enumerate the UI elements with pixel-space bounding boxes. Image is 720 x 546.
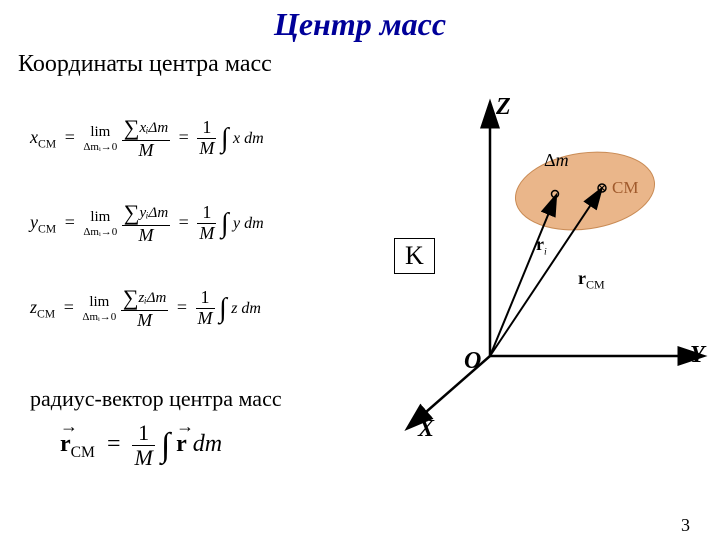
label-cm: CM <box>612 178 638 198</box>
vector-ri <box>490 198 555 356</box>
label-y: Y <box>690 342 705 369</box>
label-rcm: rCM <box>578 268 605 293</box>
eq-xcm: xCM = limΔmᵢ→0 ∑xᵢΔmM = 1M ∫ x dm <box>30 116 264 161</box>
eq-rcm-vector: rCM = 1M ∫ r dm <box>60 421 222 470</box>
subtitle-coords: Координаты центра масс <box>18 51 720 78</box>
label-k-box: K <box>394 238 435 274</box>
subtitle-radius: радиус-вектор центра масс <box>30 386 282 412</box>
page-number: 3 <box>681 515 690 536</box>
label-o: O <box>464 348 481 375</box>
label-ri: ri <box>536 234 547 258</box>
label-dm: Δm <box>544 150 569 171</box>
label-z: Z <box>496 94 511 121</box>
page-title: Центр масс <box>0 6 720 43</box>
eq-ycm: yCM = limΔmᵢ→0 ∑yᵢΔmM = 1M ∫ y dm <box>30 201 264 246</box>
coord-diagram: Z Y X O Δm CM ri rCM K <box>370 76 710 426</box>
eq-zcm: zCM = limΔmᵢ→0 ∑zᵢΔmM = 1M ∫ z dm <box>30 286 261 331</box>
label-x: X <box>418 416 434 443</box>
